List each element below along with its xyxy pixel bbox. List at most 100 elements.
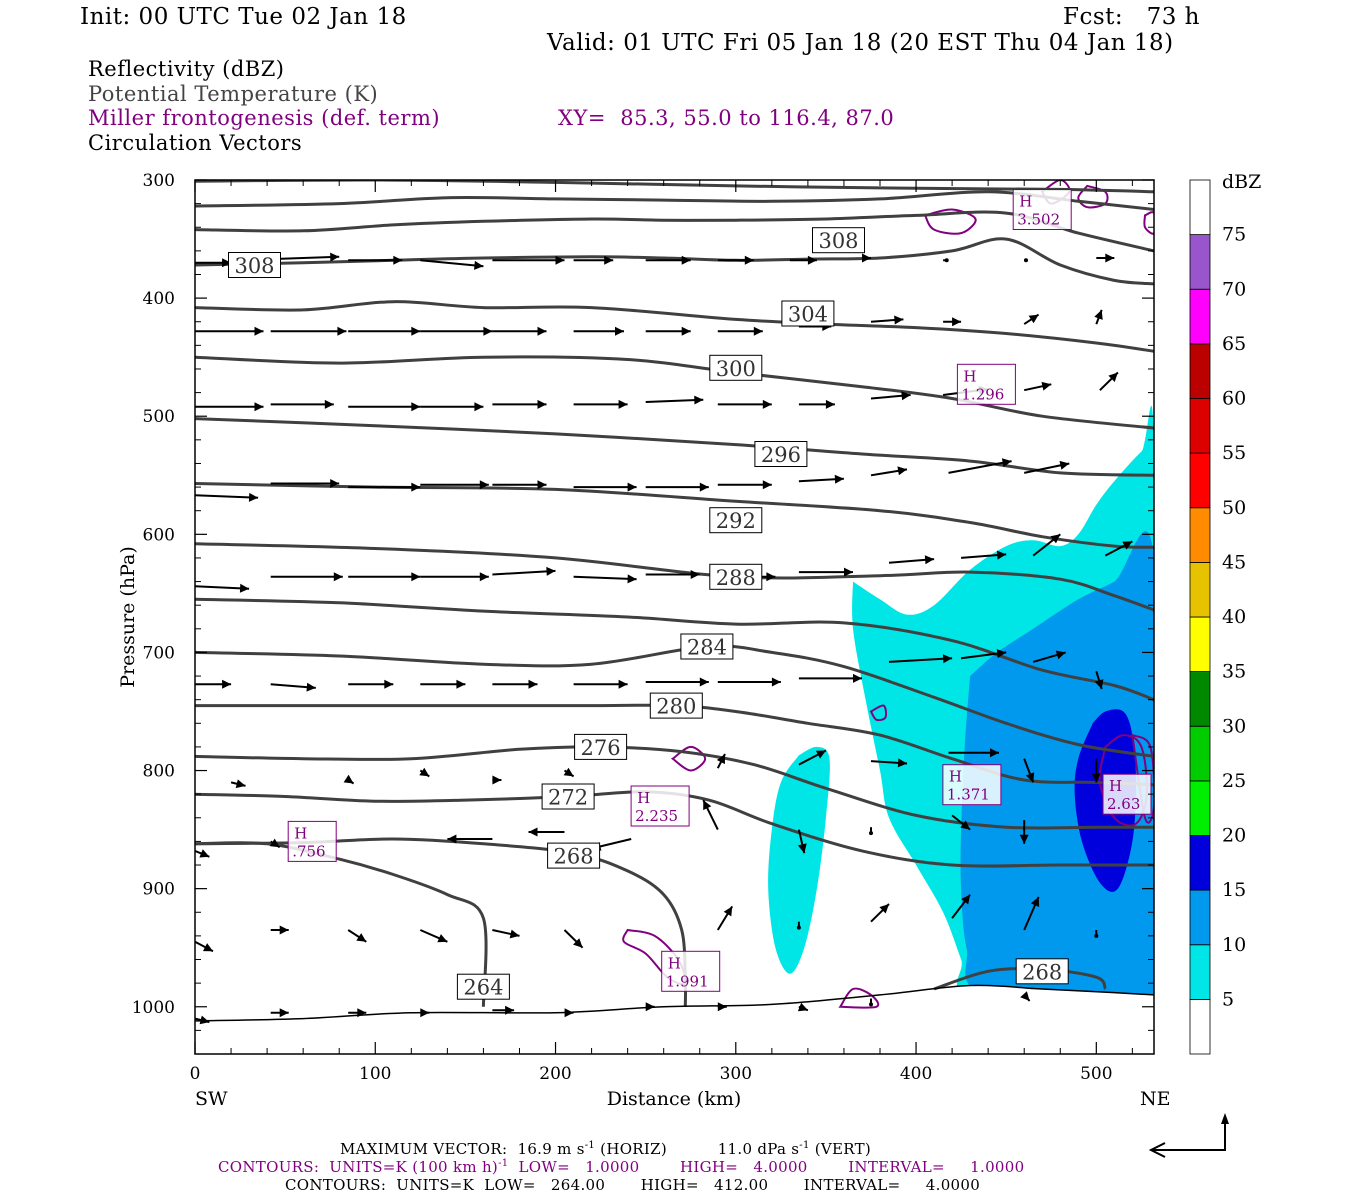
vector-arrowhead — [1024, 258, 1028, 263]
colorbar-level-label: 10 — [1222, 934, 1246, 956]
vector-arrowhead — [479, 480, 489, 490]
theta-label-box — [456, 973, 510, 1000]
vector-arrowhead — [879, 904, 889, 914]
circulation-vector — [573, 575, 637, 581]
circulation-vector — [948, 460, 1012, 474]
vector-arrowhead — [766, 572, 776, 582]
high-marker: H — [294, 824, 307, 842]
max-horiz: 16.9 m s — [517, 1140, 585, 1158]
vector-arrowhead — [1030, 896, 1040, 907]
y-tick-label: 900 — [143, 880, 175, 900]
init-time: Init: 00 UTC Tue 02 Jan 18 — [80, 4, 407, 30]
x-tick-label: 200 — [539, 1064, 571, 1084]
theta-label-box — [228, 252, 281, 278]
vector-arrowhead — [235, 779, 246, 789]
theta-contour-300 — [195, 417, 1154, 477]
theta-label: 308 — [818, 229, 858, 253]
colorbar-swatch — [1189, 562, 1211, 618]
vector-arrowhead — [952, 317, 962, 327]
vector-arrowhead — [564, 1008, 574, 1018]
theta-label: 304 — [788, 303, 828, 327]
colorbar-swatch — [1189, 234, 1211, 290]
colorbar-level-label: 40 — [1222, 606, 1246, 628]
theta-label-box — [781, 300, 835, 327]
theta-label-box — [754, 441, 808, 467]
colorbar-level-label: 75 — [1222, 224, 1246, 246]
vector-arrowhead — [699, 482, 709, 492]
vector-arrowhead — [897, 466, 907, 476]
forecast-hour: Fcst: 73 h — [1063, 4, 1200, 30]
axes: 0 100 200 300 400 500 300 400 500 600 700 800 900 100… — [132, 171, 1155, 1084]
vector-arrowhead — [1028, 314, 1039, 324]
circulation-vector — [195, 585, 250, 590]
vector-arrowhead — [894, 315, 904, 325]
below-ground-mask — [195, 985, 1154, 1054]
vector-arrowhead — [447, 834, 457, 844]
vector-arrowhead — [222, 258, 232, 268]
x-tick-label: 500 — [1080, 1064, 1112, 1084]
vector-arrowhead — [537, 399, 547, 409]
vector-arrowhead — [1122, 541, 1133, 550]
vector-arrowhead — [744, 255, 754, 265]
theta-label: 272 — [548, 786, 588, 810]
vector-arrowhead — [853, 673, 862, 683]
vector-arrowhead — [537, 480, 547, 490]
vector-arrowhead — [456, 679, 466, 689]
field-theta: Potential Temperature (K) — [88, 82, 379, 106]
vector-arrowhead — [537, 326, 547, 336]
high-value: 2.63 — [1107, 795, 1140, 813]
vector-arrowhead — [604, 255, 614, 265]
vector-arrowhead — [869, 831, 873, 836]
vector-arrowhead — [254, 326, 264, 336]
colorbar-level-label: 35 — [1222, 661, 1246, 683]
theta-label-box — [541, 783, 595, 810]
vector-arrowhead — [239, 583, 250, 593]
high-value: 2.235 — [635, 807, 678, 825]
vector-arrowhead — [771, 677, 781, 687]
field-vectors: Circulation Vectors — [88, 131, 303, 155]
reflectivity-10-dbz-region — [960, 531, 1154, 1029]
colorbar-level-label: 25 — [1222, 770, 1246, 792]
theta-label-box — [574, 733, 628, 760]
vector-arrowhead — [505, 1005, 515, 1015]
vector-arrowhead — [762, 480, 772, 490]
high-label-box — [956, 363, 1016, 405]
y-axis-label: Pressure (hPa) — [117, 546, 139, 688]
max-horiz-sup: -1 — [584, 1140, 596, 1151]
y-tick-label: 700 — [143, 643, 175, 663]
theta-label-box — [649, 692, 703, 719]
theta-label: 268 — [1022, 960, 1062, 984]
theta-label: 288 — [716, 566, 756, 590]
theta-label-box — [709, 563, 763, 590]
theta-label: 300 — [716, 357, 756, 381]
vector-arrowhead — [248, 492, 259, 502]
fronto-contours-line: CONTOURS: UNITS=K (100 km h)-1 LOW= 1.00… — [218, 1158, 1024, 1176]
theta-label: 296 — [761, 443, 801, 467]
colorbar-swatch — [1189, 725, 1211, 782]
vector-arrowhead — [618, 399, 628, 409]
vector-arrowhead — [703, 800, 712, 811]
vector-arrowhead — [944, 258, 949, 263]
vector-arrowhead — [834, 474, 844, 484]
high-marker: H — [963, 367, 976, 385]
fronto-contours-sup: -1 — [498, 1158, 509, 1169]
high-value: 1.991 — [666, 972, 709, 990]
vector-arrowhead — [796, 925, 801, 930]
high-label-box — [661, 950, 721, 992]
y-tick-label: 800 — [143, 762, 175, 782]
vector-arrowhead — [555, 255, 565, 265]
colorbar-level-label: 65 — [1222, 333, 1246, 355]
vector-arrowhead — [411, 326, 421, 336]
vector-arrowhead — [279, 1008, 289, 1018]
vector-arrowhead — [479, 572, 489, 582]
vector-arrowhead — [1108, 372, 1118, 382]
theta-label: 284 — [687, 636, 727, 660]
colorbar-swatch — [1189, 944, 1211, 1000]
vector-arrowhead — [411, 482, 421, 492]
y-tick-label: 300 — [143, 171, 175, 191]
fronto-contours-text: CONTOURS: UNITS=K (100 km h) — [218, 1158, 499, 1176]
high-marker: H — [1109, 777, 1122, 795]
vector-arrowhead — [1019, 834, 1029, 844]
high-marker: H — [668, 954, 681, 972]
vector-arrowhead — [411, 572, 421, 582]
